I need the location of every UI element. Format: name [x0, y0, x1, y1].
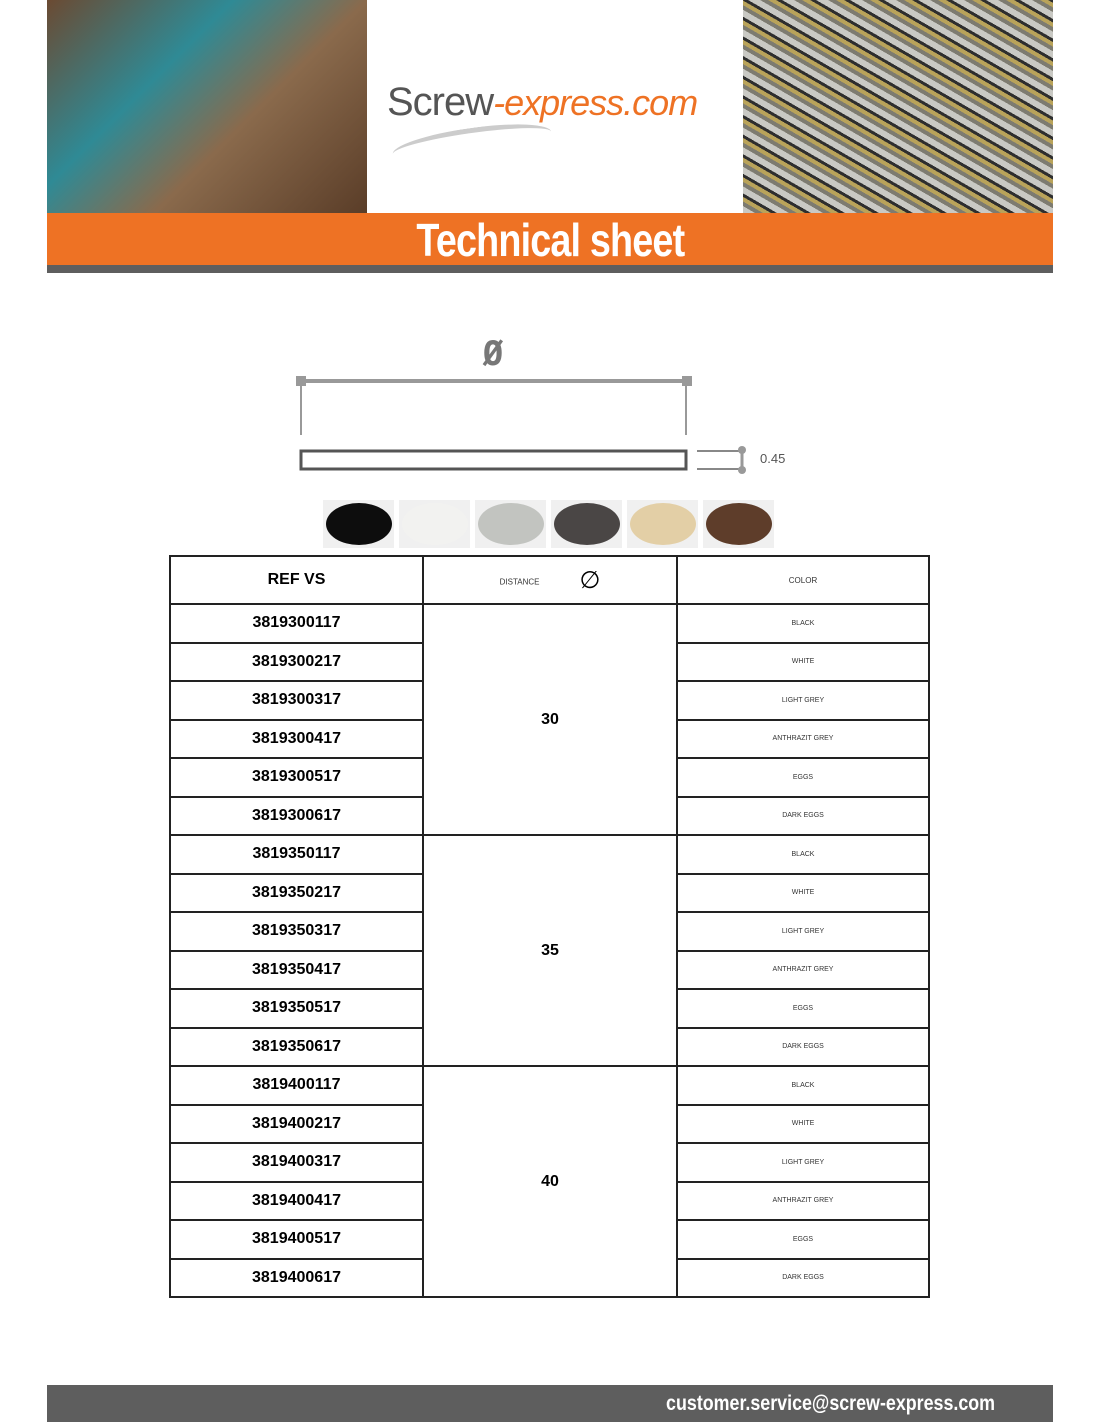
color-cell: EGGS [676, 988, 930, 1029]
ref-cell: 3819350517 [169, 988, 424, 1029]
table-row: 3819300517 EGGS [169, 757, 930, 798]
color-cell: LIGHT GREY [676, 911, 930, 952]
table-row: 3819350117 35 BLACK [169, 834, 930, 1067]
color-cell: BLACK [676, 603, 930, 644]
color-cell: ANTHRAZIT GREY [676, 718, 930, 759]
ref-cell: 3819350417 [169, 949, 424, 990]
table-row: 3819400617 DARK EGGS [169, 1257, 930, 1298]
diameter-label: Ø [482, 334, 504, 374]
ref-cell: 3819300317 [169, 680, 424, 721]
color-cell: DARK EGGS [676, 1257, 930, 1298]
ref-cell: 3819400517 [169, 1219, 424, 1260]
logo: Screw-express.com [387, 80, 698, 124]
thickness-label: 0.45 [760, 451, 785, 466]
page-title: Technical sheet [47, 213, 1053, 266]
distance-cell: 35 [422, 834, 678, 1067]
table-row: 3819300217 WHITE [169, 641, 930, 682]
ref-cell: 3819350217 [169, 872, 424, 913]
color-swatches [323, 500, 774, 548]
color-swatch [703, 500, 774, 548]
table-row: 3819400317 LIGHT GREY [169, 1142, 930, 1183]
color-cell: WHITE [676, 1103, 930, 1144]
table-row: 3819350417 ANTHRAZIT GREY [169, 949, 930, 990]
tools-photo [47, 0, 407, 213]
table-row: 3819350517 EGGS [169, 988, 930, 1029]
ref-cell: 3819300117 [169, 603, 424, 644]
ref-cell: 3819300617 [169, 795, 424, 836]
ref-cell: 3819400317 [169, 1142, 424, 1183]
header-ref: REF VS [169, 555, 424, 605]
ref-cell: 3819400217 [169, 1103, 424, 1144]
color-cell: LIGHT GREY [676, 680, 930, 721]
color-swatch [323, 500, 394, 548]
header-banner: Screw-express.com [47, 0, 1053, 213]
divider [47, 265, 1053, 273]
table-row: 3819400217 WHITE [169, 1103, 930, 1144]
color-cell: WHITE [676, 872, 930, 913]
color-cell: DARK EGGS [676, 1026, 930, 1067]
table-header: REF VS DISTANCE ∅ COLOR [169, 555, 930, 605]
distance-cell: 30 [422, 603, 678, 836]
color-swatch [551, 500, 622, 548]
ref-cell: 3819300417 [169, 718, 424, 759]
ref-cell: 3819300517 [169, 757, 424, 798]
ref-cell: 3819350617 [169, 1026, 424, 1067]
color-cell: BLACK [676, 1065, 930, 1106]
dimension-diagram: Ø 0.45 [296, 334, 785, 474]
color-cell: ANTHRAZIT GREY [676, 1180, 930, 1221]
table-row: 3819350317 LIGHT GREY [169, 911, 930, 952]
ref-cell: 3819400417 [169, 1180, 424, 1221]
color-swatch [627, 500, 698, 548]
table-row: 3819300617 DARK EGGS [169, 795, 930, 836]
header-distance: DISTANCE ∅ [422, 555, 678, 605]
diameter-icon: ∅ [579, 566, 601, 594]
ref-cell: 3819300217 [169, 641, 424, 682]
header-color: COLOR [676, 555, 930, 605]
table-row: 3819350617 DARK EGGS [169, 1026, 930, 1067]
table-row: 3819300117 30 BLACK [169, 603, 930, 836]
table-row: 3819350217 WHITE [169, 872, 930, 913]
color-swatch [399, 500, 470, 548]
color-cell: ANTHRAZIT GREY [676, 949, 930, 990]
product-table: REF VS DISTANCE ∅ COLOR 3819300117 30 BLACK… [169, 555, 930, 1298]
footer-email: customer.service@screw-express.com [47, 1385, 1053, 1422]
color-cell: EGGS [676, 1219, 930, 1260]
table-row: 3819300417 ANTHRAZIT GREY [169, 718, 930, 759]
color-cell: EGGS [676, 757, 930, 798]
color-cell: DARK EGGS [676, 795, 930, 836]
ref-cell: 3819400617 [169, 1257, 424, 1298]
table-row: 3819400517 EGGS [169, 1219, 930, 1260]
screws-photo [703, 0, 1053, 213]
ref-cell: 3819350117 [169, 834, 424, 875]
table-row: 3819400417 ANTHRAZIT GREY [169, 1180, 930, 1221]
color-cell: BLACK [676, 834, 930, 875]
table-row: 3819300317 LIGHT GREY [169, 680, 930, 721]
color-cell: LIGHT GREY [676, 1142, 930, 1183]
ref-cell: 3819350317 [169, 911, 424, 952]
color-cell: WHITE [676, 641, 930, 682]
color-swatch [475, 500, 546, 548]
ref-cell: 3819400117 [169, 1065, 424, 1106]
table-row: 3819400117 40 BLACK [169, 1065, 930, 1298]
distance-cell: 40 [422, 1065, 678, 1298]
